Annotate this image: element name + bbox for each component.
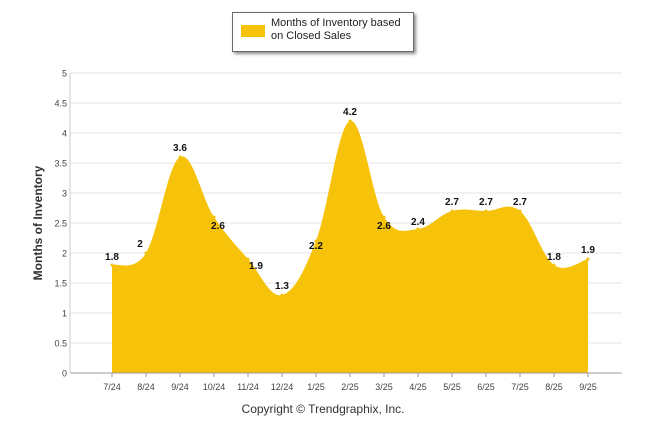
x-tick-label: 9/24 <box>171 382 189 392</box>
y-tick-label: 2 <box>62 249 67 259</box>
area-series <box>110 119 590 373</box>
data-label: 1.3 <box>275 281 289 292</box>
legend-label: Months of Inventory based on Closed Sale… <box>271 17 401 42</box>
data-point <box>314 239 318 243</box>
data-label: 1.8 <box>105 252 119 263</box>
data-point <box>484 209 488 213</box>
x-tick-label: 7/25 <box>511 382 529 392</box>
data-label: 2.4 <box>411 217 425 228</box>
x-tick-label: 5/25 <box>443 382 461 392</box>
x-tick-label: 7/24 <box>103 382 121 392</box>
data-label: 2 <box>137 239 143 250</box>
x-tick-label: 8/25 <box>545 382 563 392</box>
y-tick-label: 4.5 <box>54 99 67 109</box>
data-label: 2.7 <box>513 197 527 208</box>
data-labels: 1.8 2 3.6 2.6 1.9 1.3 2.2 4.2 2.6 2.4 2.7 2.7 2.7 1.8… <box>105 107 595 292</box>
copyright-text: Copyright © Trendgraphix, Inc. <box>241 402 405 416</box>
x-tick-label: 4/25 <box>409 382 427 392</box>
legend: Months of Inventory based on Closed Sale… <box>232 12 414 52</box>
x-tick-label: 9/25 <box>579 382 597 392</box>
y-tick-label: 2.5 <box>54 219 67 229</box>
x-tick-label: 10/24 <box>203 382 226 392</box>
data-label: 2.7 <box>445 197 459 208</box>
data-label: 2.6 <box>377 221 391 232</box>
data-point <box>212 215 216 219</box>
x-tick-label: 3/25 <box>375 382 393 392</box>
y-tick-label: 3.5 <box>54 159 67 169</box>
y-tick-label: 1 <box>62 309 67 319</box>
legend-swatch <box>241 25 265 37</box>
data-point <box>382 215 386 219</box>
y-tick-label: 1.5 <box>54 279 67 289</box>
data-point <box>144 251 148 255</box>
data-point <box>348 119 352 123</box>
x-axis: 7/24 8/24 9/24 10/24 11/24 12/24 1/25 2/25 3/25 4… <box>69 73 622 392</box>
x-tick-label: 6/25 <box>477 382 495 392</box>
x-tick-label: 8/24 <box>137 382 155 392</box>
y-axis: 0 0.5 1 1.5 2 2.5 3 3.5 4 4.5 5 <box>54 69 67 379</box>
y-tick-label: 0 <box>62 369 67 379</box>
y-axis-title: Months of Inventory <box>31 165 45 280</box>
data-label: 4.2 <box>343 107 357 118</box>
x-tick-label: 2/25 <box>341 382 359 392</box>
y-tick-label: 0.5 <box>54 339 67 349</box>
data-label: 2.6 <box>211 221 225 232</box>
data-point <box>450 209 454 213</box>
data-label: 1.9 <box>581 245 595 256</box>
data-point <box>178 155 182 159</box>
y-tick-label: 4 <box>62 129 67 139</box>
data-label: 3.6 <box>173 143 187 154</box>
y-tick-label: 3 <box>62 189 67 199</box>
data-label: 1.9 <box>249 261 263 272</box>
data-point <box>280 293 284 297</box>
data-point <box>518 209 522 213</box>
data-point <box>552 263 556 267</box>
area-fill <box>112 120 588 373</box>
x-tick-label: 1/25 <box>307 382 325 392</box>
y-tick-label: 5 <box>62 69 67 79</box>
data-label: 2.2 <box>309 241 323 252</box>
x-tick-label: 11/24 <box>237 382 259 392</box>
data-label: 2.7 <box>479 197 493 208</box>
data-point <box>416 227 420 231</box>
x-tick-label: 12/24 <box>271 382 294 392</box>
data-point <box>246 257 250 261</box>
data-point <box>110 263 114 267</box>
data-point <box>586 257 590 261</box>
data-label: 1.8 <box>547 252 561 263</box>
